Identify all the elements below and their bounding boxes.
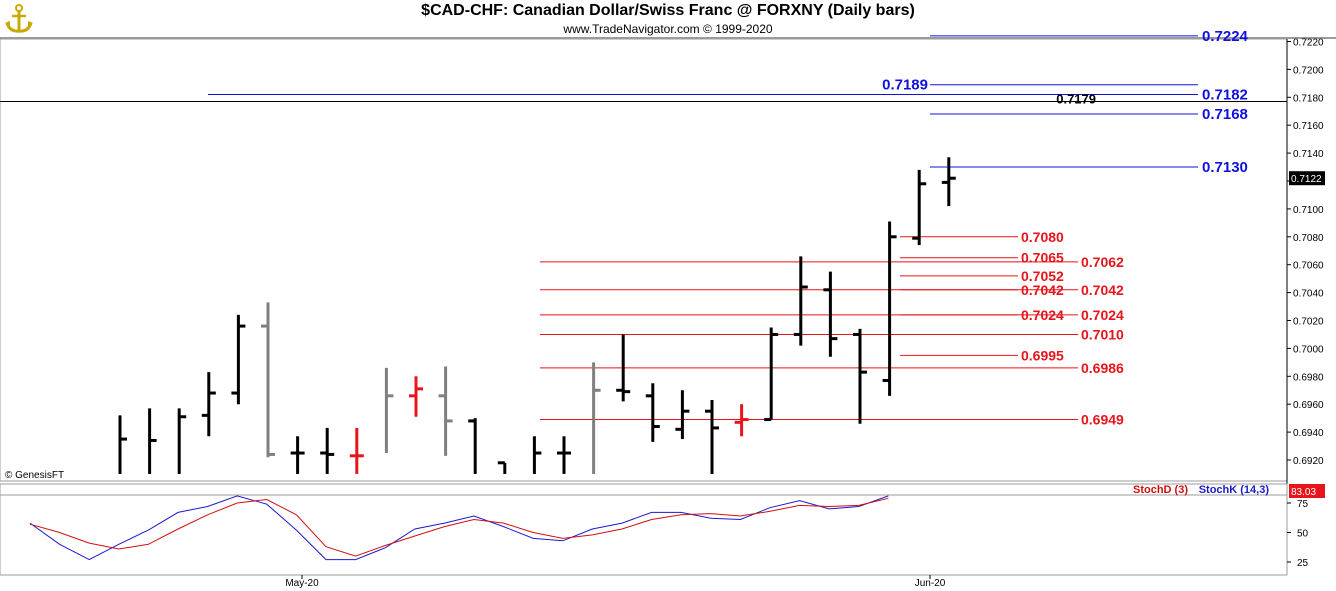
chart-title: $CAD-CHF: Canadian Dollar/Swiss Franc @ … bbox=[421, 2, 915, 19]
ohlc-bar bbox=[177, 408, 187, 474]
ohlc-bar bbox=[645, 383, 660, 442]
level-label-red: 0.7062 bbox=[1081, 254, 1124, 270]
level-label-red: 0.6949 bbox=[1081, 412, 1124, 428]
stoch-tick-label: 25 bbox=[1297, 558, 1309, 569]
price-tick-label: 0.7040 bbox=[1293, 289, 1324, 300]
last-price-label: 0.7122 bbox=[1291, 174, 1322, 185]
x-axis-label: May-20 bbox=[285, 578, 319, 589]
ohlc-bar bbox=[823, 271, 838, 357]
price-tick-label: 0.7020 bbox=[1293, 317, 1324, 328]
ohlc-bar bbox=[290, 436, 305, 474]
stoch-value-label: 83.03 bbox=[1291, 487, 1316, 498]
ohlc-bar bbox=[201, 372, 216, 437]
level-label-red: 0.7052 bbox=[1021, 268, 1064, 284]
ohlc-bar bbox=[497, 461, 507, 474]
price-tick-label: 0.7140 bbox=[1293, 149, 1324, 160]
ohlc-bar bbox=[118, 415, 127, 474]
ohlc-bar bbox=[409, 376, 423, 417]
header-divider bbox=[0, 37, 1336, 39]
x-axis-label: Jun-20 bbox=[915, 578, 946, 589]
level-label-red: 0.7080 bbox=[1021, 229, 1064, 245]
watermark-label: © GenesisFT bbox=[5, 470, 64, 481]
price-tick-label: 0.6940 bbox=[1293, 428, 1324, 439]
stoch-pane-frame bbox=[0, 483, 1288, 576]
price-tick-label: 0.7000 bbox=[1293, 344, 1324, 355]
ohlc-bar bbox=[349, 427, 364, 474]
price-tick-label: 0.7100 bbox=[1293, 205, 1324, 216]
ohlc-bar bbox=[912, 169, 927, 246]
ohlc-bar bbox=[764, 327, 779, 422]
level-label-black: 0.7179 bbox=[1056, 92, 1096, 107]
level-label-red: 0.6995 bbox=[1021, 347, 1064, 363]
price-tick-label: 0.7180 bbox=[1293, 93, 1324, 104]
legend-stochd: StochD (3) bbox=[1133, 484, 1188, 496]
ohlc-bar bbox=[793, 256, 808, 346]
stoch-value-tag bbox=[1289, 484, 1325, 498]
price-tick-label: 0.6980 bbox=[1293, 372, 1324, 383]
ohlc-bar bbox=[592, 362, 601, 474]
legend-stochk: StochK (14,3) bbox=[1199, 484, 1270, 496]
ohlc-bar bbox=[532, 436, 542, 474]
anchor-logo-icon bbox=[4, 3, 34, 35]
ohlc-bar bbox=[734, 404, 749, 437]
level-label-red: 0.7024 bbox=[1081, 307, 1124, 323]
ohlc-bar bbox=[675, 390, 690, 440]
price-tick-label: 0.7060 bbox=[1293, 261, 1324, 272]
ohlc-bar bbox=[941, 157, 956, 207]
ohlc-bar bbox=[384, 367, 394, 454]
ohlc-bar bbox=[438, 366, 453, 456]
level-label-red: 0.7010 bbox=[1081, 326, 1124, 342]
price-tick-label: 0.7200 bbox=[1293, 65, 1324, 76]
level-label-blue: 0.7182 bbox=[1202, 87, 1248, 104]
price-tick-label: 0.7220 bbox=[1293, 38, 1324, 49]
chart-subtitle: www.TradeNavigator.com © 1999-2020 bbox=[563, 22, 773, 36]
ohlc-bar bbox=[853, 328, 867, 424]
ohlc-bar bbox=[616, 334, 631, 402]
level-label-red: 0.7042 bbox=[1081, 282, 1124, 298]
level-label-blue: 0.7130 bbox=[1202, 159, 1248, 176]
price-tick-label: 0.7160 bbox=[1293, 121, 1324, 132]
ohlc-bar bbox=[261, 302, 275, 458]
ohlc-bar bbox=[557, 436, 571, 474]
level-label-blue: 0.7168 bbox=[1202, 106, 1248, 123]
level-label-blue: 0.7189 bbox=[882, 77, 928, 94]
ohlc-bar bbox=[882, 221, 897, 396]
stoch-series-line bbox=[29, 497, 889, 557]
price-tick-label: 0.6960 bbox=[1293, 400, 1324, 411]
price-tick-label: 0.7080 bbox=[1293, 233, 1324, 244]
price-tick-label: 0.6920 bbox=[1293, 456, 1324, 467]
level-label-blue: 0.7224 bbox=[1202, 28, 1249, 45]
stoch-series-line bbox=[29, 495, 889, 561]
level-label-red: 0.7065 bbox=[1021, 250, 1064, 266]
level-label-red: 0.6986 bbox=[1081, 360, 1124, 376]
last-price-tag bbox=[1289, 171, 1325, 186]
stoch-tick-label: 50 bbox=[1297, 529, 1309, 540]
ohlc-bar bbox=[468, 418, 477, 474]
ohlc-bar bbox=[320, 427, 335, 474]
ohlc-bar bbox=[705, 400, 719, 474]
ohlc-bar bbox=[148, 408, 157, 474]
ohlc-bar bbox=[231, 314, 246, 405]
stoch-tick-label: 75 bbox=[1297, 499, 1309, 510]
